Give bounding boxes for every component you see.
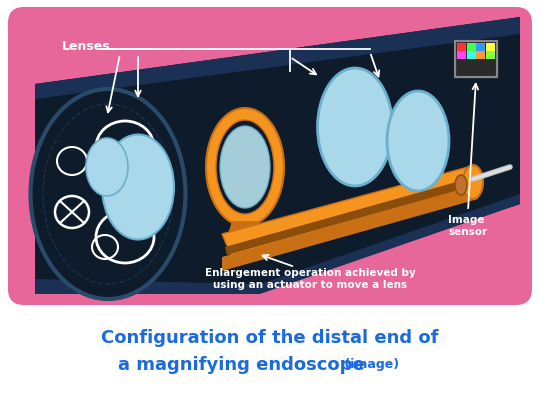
Bar bbox=[457, 44, 466, 51]
Polygon shape bbox=[35, 194, 520, 294]
Ellipse shape bbox=[463, 166, 483, 200]
Ellipse shape bbox=[387, 92, 449, 192]
Bar bbox=[455, 42, 497, 78]
Polygon shape bbox=[35, 18, 520, 294]
Bar bbox=[485, 44, 495, 51]
Polygon shape bbox=[35, 18, 520, 100]
Ellipse shape bbox=[455, 175, 467, 196]
Ellipse shape bbox=[220, 127, 270, 209]
Bar bbox=[457, 52, 466, 60]
Text: Image
sensor: Image sensor bbox=[448, 215, 487, 237]
Bar bbox=[476, 52, 485, 60]
Text: (image): (image) bbox=[340, 358, 399, 371]
Text: Enlargement operation achieved by
using an actuator to move a lens: Enlargement operation achieved by using … bbox=[205, 267, 415, 290]
Bar bbox=[467, 52, 476, 60]
Bar bbox=[476, 44, 485, 51]
Ellipse shape bbox=[220, 127, 270, 209]
Polygon shape bbox=[222, 185, 478, 271]
Polygon shape bbox=[225, 222, 265, 244]
Bar bbox=[485, 52, 495, 60]
Text: Configuration of the distal end of: Configuration of the distal end of bbox=[102, 328, 439, 346]
Ellipse shape bbox=[318, 69, 393, 187]
Polygon shape bbox=[222, 168, 478, 257]
Text: a magnifying endoscope: a magnifying endoscope bbox=[118, 355, 364, 373]
Bar bbox=[455, 42, 497, 78]
Ellipse shape bbox=[86, 139, 128, 196]
Bar bbox=[467, 44, 476, 51]
FancyBboxPatch shape bbox=[8, 8, 532, 305]
Ellipse shape bbox=[30, 90, 186, 299]
Ellipse shape bbox=[216, 121, 274, 215]
Ellipse shape bbox=[206, 109, 284, 226]
Ellipse shape bbox=[102, 135, 174, 240]
Polygon shape bbox=[225, 181, 462, 256]
Text: Lenses: Lenses bbox=[62, 39, 111, 52]
